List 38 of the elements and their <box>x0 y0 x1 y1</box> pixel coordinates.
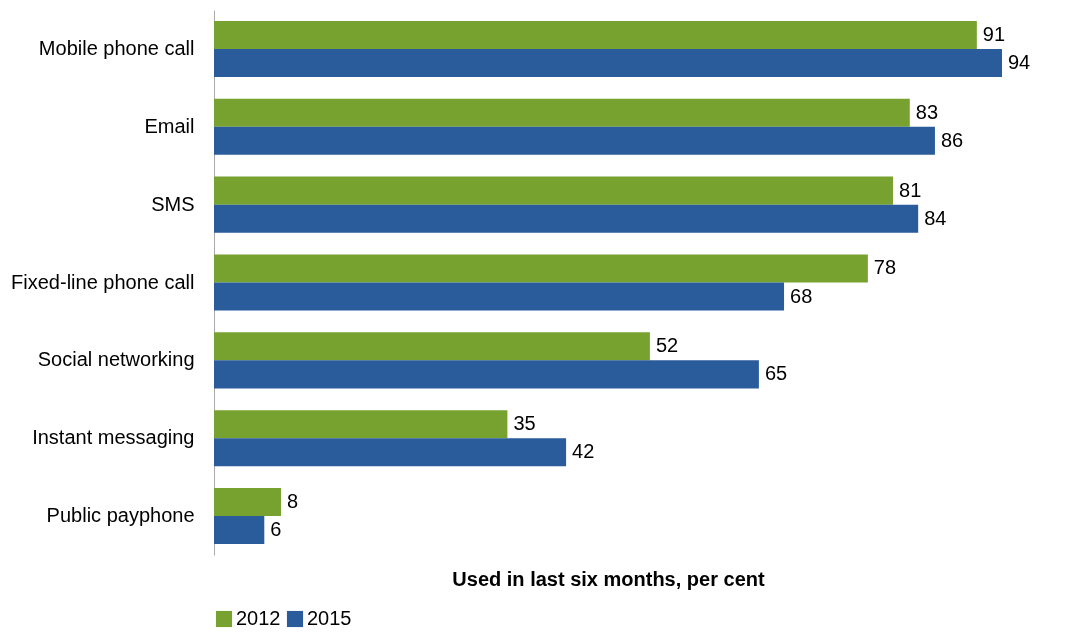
bar <box>214 254 868 283</box>
bar <box>214 20 977 49</box>
data-label: 84 <box>924 206 947 229</box>
bar <box>214 516 265 545</box>
data-label: 94 <box>1008 50 1031 73</box>
data-label: 65 <box>764 362 788 385</box>
bar <box>214 98 910 127</box>
y-tick-label: Fixed-line phone call <box>11 270 195 293</box>
data-label: 91 <box>982 22 1006 45</box>
bar <box>214 126 935 155</box>
bar <box>214 438 567 467</box>
data-label: 81 <box>899 178 922 201</box>
bar <box>214 176 894 205</box>
data-label: 86 <box>940 128 964 151</box>
bar <box>214 332 650 361</box>
y-tick-label: Instant messaging <box>32 426 195 449</box>
bar <box>214 410 508 439</box>
legend-label: 2015 <box>307 607 352 629</box>
y-tick-label: Public payphone <box>46 504 195 527</box>
y-tick-label: Email <box>144 114 195 137</box>
data-label: 83 <box>915 100 939 123</box>
y-tick-label: SMS <box>151 192 195 215</box>
bar <box>214 488 282 517</box>
data-label: 8 <box>287 490 299 513</box>
bar <box>214 204 919 233</box>
data-label: 78 <box>873 256 897 279</box>
data-label: 35 <box>513 412 536 435</box>
data-label: 42 <box>572 440 595 463</box>
y-tick-label: Social networking <box>37 348 195 371</box>
legend-label: 2012 <box>236 607 281 629</box>
bar <box>214 48 1002 77</box>
x-axis-title: Used in last six months, per cent <box>452 567 765 590</box>
y-tick-label: Mobile phone call <box>38 36 195 59</box>
data-label: 6 <box>270 518 282 541</box>
data-label: 68 <box>790 284 813 307</box>
bar <box>214 282 785 311</box>
bar <box>214 360 759 389</box>
data-label: 52 <box>655 334 679 357</box>
